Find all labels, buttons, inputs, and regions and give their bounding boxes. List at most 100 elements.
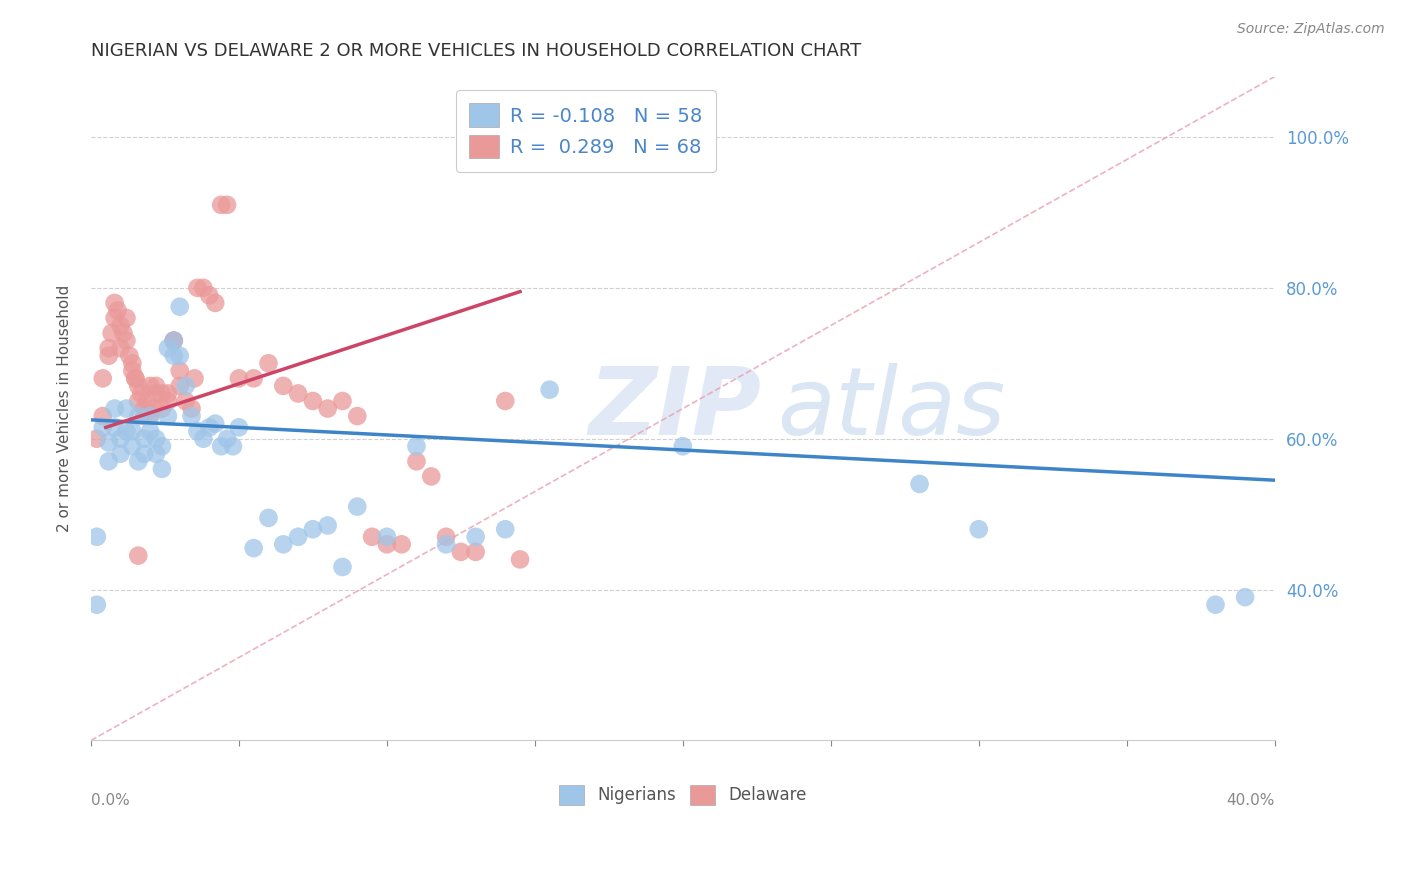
Point xyxy=(672,439,695,453)
Point xyxy=(209,198,232,212)
Point xyxy=(434,530,457,544)
Point xyxy=(163,349,186,363)
Point xyxy=(169,300,191,314)
Point xyxy=(91,371,114,385)
Point xyxy=(228,371,250,385)
Point xyxy=(257,511,280,525)
Point xyxy=(110,447,132,461)
Point xyxy=(420,469,443,483)
Point xyxy=(127,454,149,468)
Point xyxy=(198,288,221,302)
Point xyxy=(156,394,179,409)
Point xyxy=(127,379,149,393)
Point xyxy=(316,401,339,416)
Point xyxy=(150,386,173,401)
Point xyxy=(163,334,186,348)
Point xyxy=(287,530,309,544)
Point xyxy=(110,432,132,446)
Point xyxy=(193,432,215,446)
Point xyxy=(97,341,120,355)
Point xyxy=(209,439,232,453)
Point xyxy=(346,500,368,514)
Point xyxy=(450,545,472,559)
Point xyxy=(145,432,167,446)
Point xyxy=(346,409,368,423)
Point xyxy=(180,401,202,416)
Point xyxy=(127,394,149,409)
Point xyxy=(434,537,457,551)
Point xyxy=(242,541,264,555)
Point xyxy=(375,537,398,551)
Point xyxy=(183,371,205,385)
Point xyxy=(97,454,120,468)
Point xyxy=(145,379,167,393)
Point xyxy=(316,518,339,533)
Point xyxy=(100,326,122,340)
Point xyxy=(134,447,156,461)
Point xyxy=(908,477,931,491)
Point xyxy=(287,386,309,401)
Point xyxy=(156,341,179,355)
Point xyxy=(127,409,149,423)
Point xyxy=(1205,598,1227,612)
Point xyxy=(242,371,264,385)
Point xyxy=(186,424,208,438)
Point xyxy=(464,545,486,559)
Text: 40.0%: 40.0% xyxy=(1226,793,1275,808)
Point xyxy=(215,198,238,212)
Point xyxy=(134,401,156,416)
Point xyxy=(174,379,197,393)
Point xyxy=(257,356,280,370)
Point xyxy=(464,530,486,544)
Point xyxy=(361,530,384,544)
Point xyxy=(222,439,245,453)
Point xyxy=(124,371,146,385)
Point xyxy=(405,439,427,453)
Point xyxy=(180,409,202,423)
Point xyxy=(186,281,208,295)
Text: NIGERIAN VS DELAWARE 2 OR MORE VEHICLES IN HOUSEHOLD CORRELATION CHART: NIGERIAN VS DELAWARE 2 OR MORE VEHICLES … xyxy=(91,42,862,60)
Y-axis label: 2 or more Vehicles in Household: 2 or more Vehicles in Household xyxy=(58,285,72,533)
Point xyxy=(121,356,143,370)
Point xyxy=(104,401,127,416)
Point xyxy=(136,394,159,409)
Point xyxy=(127,549,149,563)
Point xyxy=(494,522,516,536)
Point xyxy=(107,303,129,318)
Point xyxy=(104,311,127,326)
Point xyxy=(121,424,143,438)
Point xyxy=(967,522,990,536)
Point xyxy=(375,530,398,544)
Point xyxy=(332,560,354,574)
Point xyxy=(145,386,167,401)
Point xyxy=(86,598,108,612)
Point xyxy=(494,394,516,409)
Point xyxy=(302,522,325,536)
Point xyxy=(139,424,162,438)
Point xyxy=(271,379,294,393)
Point xyxy=(112,326,135,340)
Point xyxy=(150,462,173,476)
Point xyxy=(91,409,114,423)
Legend: Nigerians, Delaware: Nigerians, Delaware xyxy=(553,778,813,812)
Point xyxy=(115,334,138,348)
Point xyxy=(479,153,502,167)
Point xyxy=(163,334,186,348)
Point xyxy=(139,409,162,423)
Point xyxy=(110,341,132,355)
Text: Source: ZipAtlas.com: Source: ZipAtlas.com xyxy=(1237,22,1385,37)
Point xyxy=(391,537,413,551)
Point xyxy=(169,364,191,378)
Point xyxy=(509,552,531,566)
Point xyxy=(156,386,179,401)
Point xyxy=(163,334,186,348)
Point xyxy=(104,296,127,310)
Text: atlas: atlas xyxy=(778,363,1005,454)
Point xyxy=(405,454,427,468)
Point xyxy=(198,420,221,434)
Point xyxy=(204,296,226,310)
Point xyxy=(204,417,226,431)
Point xyxy=(150,439,173,453)
Point xyxy=(115,424,138,438)
Point xyxy=(156,409,179,423)
